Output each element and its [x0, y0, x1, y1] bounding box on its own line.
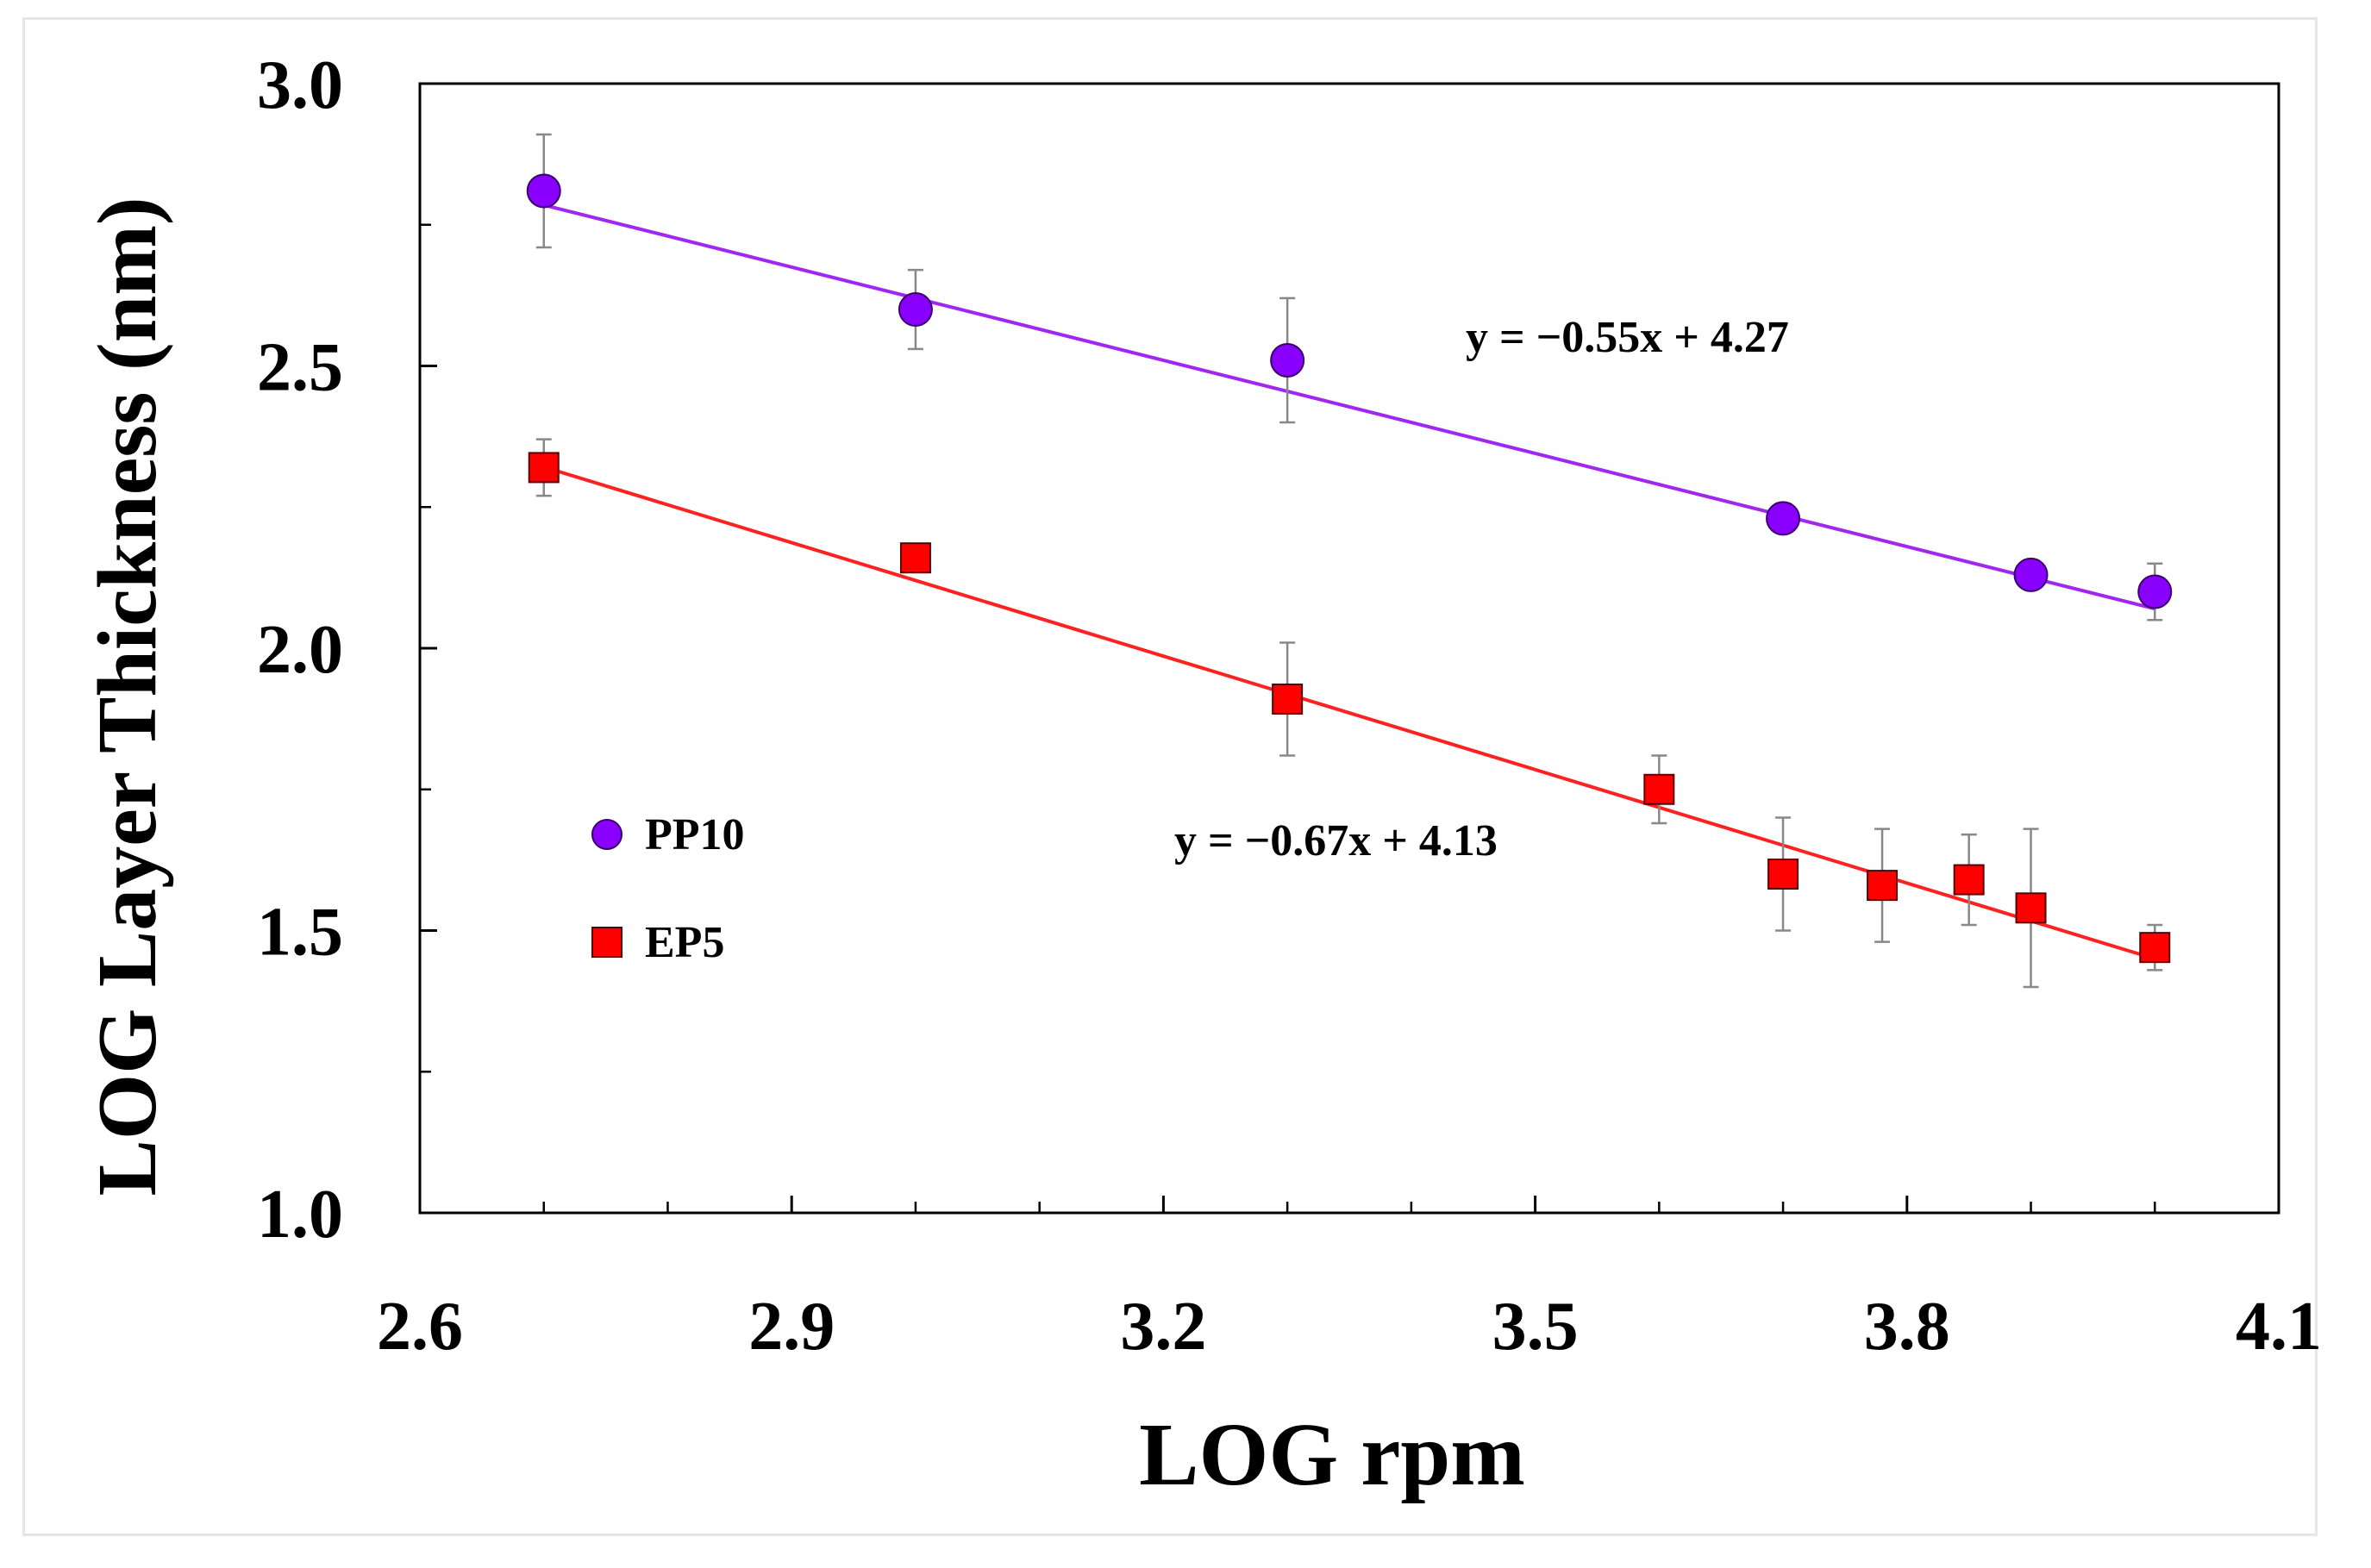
data-point-ep5: [1272, 683, 1304, 715]
data-point-ep5: [1953, 864, 1985, 896]
figure-frame: [22, 17, 2318, 1536]
y-tick-label: 1.0: [257, 1177, 343, 1253]
y-tick-label: 2.5: [257, 330, 343, 406]
x-tick-label: 2.6: [377, 1289, 463, 1365]
data-point-pp10: [2013, 557, 2049, 592]
x-tick-label: 4.1: [2236, 1289, 2322, 1365]
y-tick-label: 2.0: [257, 612, 343, 688]
y-tick-label: 1.5: [257, 895, 343, 971]
fit-line-ep5: [543, 465, 2155, 961]
data-point-pp10: [2137, 574, 2173, 609]
plot-area-border: [418, 82, 2280, 1215]
legend: PP10 EP5: [591, 810, 745, 967]
y-tick-label: 3.0: [257, 47, 343, 123]
legend-marker-pp10: [591, 819, 622, 850]
fit-line-pp10: [543, 203, 2155, 611]
label-layer: 2.6 2.9 3.2 3.5 3.8 4.1 1.0 1.5 2.0 2.5 3.0: [257, 47, 2322, 1365]
data-point-pp10: [898, 292, 933, 327]
x-axis-title: LOG rpm: [1139, 1405, 1525, 1504]
x-tick-label: 3.2: [1120, 1289, 1206, 1365]
legend-label-ep5: EP5: [645, 918, 724, 967]
y-axis-title: LOG Layer Thickness (nm): [81, 197, 174, 1196]
x-tick-label: 3.8: [1864, 1289, 1950, 1365]
data-point-pp10: [1270, 342, 1305, 378]
x-tick-label: 2.9: [748, 1289, 835, 1365]
fit-equation-ep5: y = −0.67x + 4.13: [1174, 816, 1498, 865]
data-point-ep5: [899, 542, 931, 574]
tick-layer: [418, 82, 2280, 1215]
data-point-ep5: [1867, 870, 1899, 902]
fit-equation-pp10: y = −0.55x + 4.27: [1466, 313, 1789, 362]
legend-marker-ep5: [591, 927, 622, 958]
data-point-layer: [526, 173, 2173, 964]
data-point-ep5: [1643, 773, 1675, 805]
data-point-ep5: [528, 452, 560, 484]
legend-label-pp10: PP10: [645, 810, 745, 859]
data-point-pp10: [526, 173, 561, 209]
data-point-pp10: [1766, 501, 1801, 536]
x-tick-label: 3.5: [1492, 1289, 1579, 1365]
data-point-ep5: [1767, 859, 1799, 890]
data-point-ep5: [2015, 892, 2047, 924]
data-point-ep5: [2139, 932, 2171, 964]
